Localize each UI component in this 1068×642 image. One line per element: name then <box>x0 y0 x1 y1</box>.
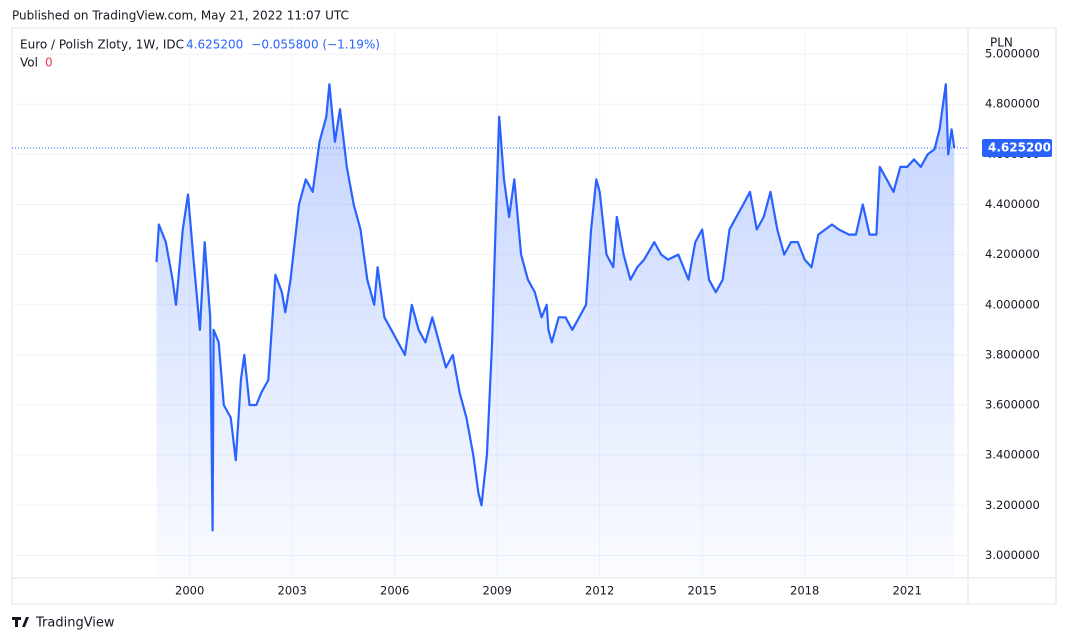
brand-name: TradingView <box>35 616 115 631</box>
x-tick-label: 2021 <box>893 584 922 598</box>
x-tick-label: 2003 <box>278 584 307 598</box>
y-tick-label: 3.200000 <box>985 498 1040 512</box>
labels: 3.000000 3.200000 3.400000 3.600000 3.800000… <box>175 47 1052 598</box>
currency: PLN <box>990 36 1013 50</box>
published-note: Published on TradingView.com, May 21, 20… <box>12 9 349 23</box>
y-tick-label: 3.400000 <box>985 448 1040 462</box>
y-tick-label: 4.800000 <box>985 97 1040 111</box>
x-tick-label: 2000 <box>175 584 204 598</box>
y-tick-label: 3.800000 <box>985 347 1040 361</box>
volume-label: Vol <box>20 56 38 70</box>
last-price: 4.625200 <box>186 38 243 52</box>
brand-logo: TradingView <box>12 616 115 631</box>
y-tick-label: 4.200000 <box>985 247 1040 261</box>
x-tick-label: 2015 <box>688 584 717 598</box>
y-tick-label: 5.000000 <box>985 47 1040 61</box>
price-change: −0.055800 (−1.19%) <box>251 38 380 52</box>
y-tick-label: 4.400000 <box>985 197 1040 211</box>
price-line <box>155 83 956 532</box>
volume-value: 0 <box>45 56 53 70</box>
plot <box>12 83 968 578</box>
last-price-badge <box>982 139 1052 158</box>
x-tick-label: 2009 <box>483 584 512 598</box>
last-price-label: 4.625200 <box>988 141 1051 155</box>
y-tick-label: 3.000000 <box>985 548 1040 562</box>
symbol-title: Euro / Polish Zloty, 1W, IDC <box>20 38 184 52</box>
x-tick-label: 2018 <box>790 584 819 598</box>
y-tick-label: 4.000000 <box>985 297 1040 311</box>
y-tick-label: 3.600000 <box>985 398 1040 412</box>
chart-frame <box>11 27 1057 605</box>
x-tick-label: 2012 <box>585 584 614 598</box>
x-tick-label: 2006 <box>380 584 409 598</box>
